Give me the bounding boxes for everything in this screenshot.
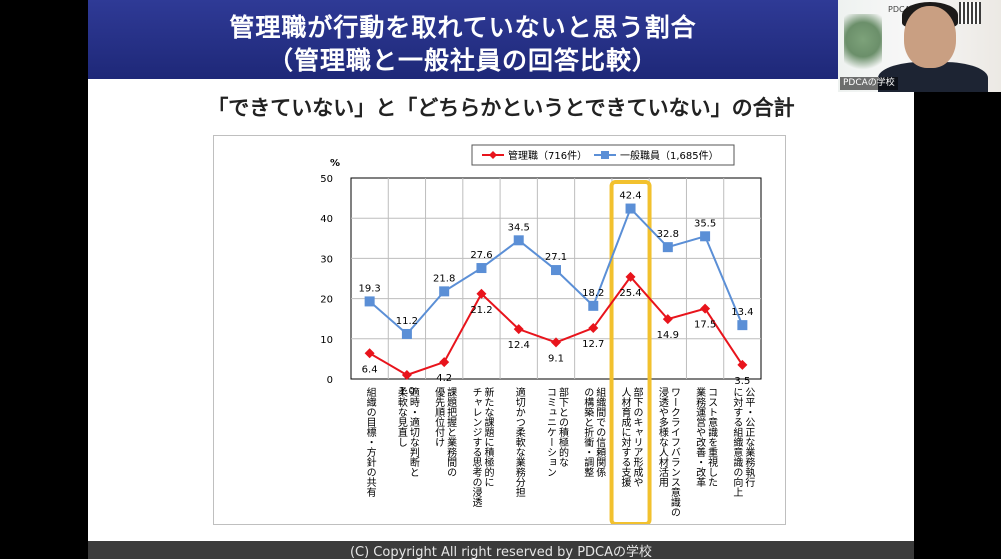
category-label: 適時・適切な判断と bbox=[407, 386, 419, 477]
category-label: 浸透や多様な人材活用 bbox=[656, 387, 668, 488]
data-point bbox=[588, 300, 599, 311]
data-point bbox=[737, 320, 748, 331]
data-label: 17.5 bbox=[694, 320, 716, 331]
plot-area bbox=[350, 177, 762, 380]
data-label: 21.2 bbox=[470, 305, 492, 316]
data-point bbox=[625, 271, 636, 282]
data-label: 34.5 bbox=[508, 222, 530, 233]
category-label: 柔軟な見直し bbox=[395, 387, 407, 447]
data-point bbox=[662, 242, 673, 253]
data-point bbox=[401, 328, 412, 339]
category-label: 組織の目標・方針の共有 bbox=[364, 386, 376, 498]
y-tick-label: 30 bbox=[320, 254, 333, 265]
data-point bbox=[439, 286, 450, 297]
series-employees: 19.3 11.2 21.8 27.6 34.5 27.1 18.2 42.4 32.8 35.5… bbox=[359, 191, 753, 339]
legend: 管理職（716件） 一般職員（1,685件） bbox=[471, 144, 735, 166]
category-label: 部下との積極的な bbox=[557, 386, 569, 467]
category-label: コミュニケーション bbox=[545, 387, 557, 477]
data-label: 3.5 bbox=[734, 376, 750, 387]
category-label: に対する組織意識の向上 bbox=[731, 387, 743, 497]
series-managers: 6.4 1.0 4.2 21.2 12.4 9.1 12.7 25.4 14.9 17.5 3.5 bbox=[362, 271, 750, 397]
slide-subtitle: 「できていない」と「どちらかというとできていない」の合計 bbox=[207, 96, 795, 120]
category-label: 優先順位付け bbox=[433, 386, 445, 447]
title-bar: 管理職が行動を取れていないと思う割合 （管理職と一般社員の回答比較） bbox=[88, 0, 838, 79]
data-label: 9.1 bbox=[548, 353, 564, 364]
data-point bbox=[513, 324, 524, 335]
data-point bbox=[700, 231, 711, 242]
data-point bbox=[364, 296, 375, 307]
data-point bbox=[401, 369, 412, 380]
y-tick-label: 0 bbox=[327, 375, 333, 386]
category-label: 組織間での信頼関係 bbox=[594, 386, 606, 478]
qr-code-icon bbox=[959, 2, 981, 24]
category-label: 適切かつ柔軟な業務分担 bbox=[513, 386, 525, 497]
webcam-overlay: PDCAの学校 PDCAの学校 bbox=[838, 0, 1001, 92]
data-point bbox=[551, 337, 561, 348]
data-label: 18.2 bbox=[582, 288, 604, 299]
data-label: 19.3 bbox=[359, 283, 381, 294]
slide-title: 管理職が行動を取れていないと思う割合 bbox=[229, 13, 697, 42]
line-chart: 0 10 20 30 40 50% 管理職（716件） 一般職員（1,685件） 6.4 1.0 4… bbox=[320, 144, 762, 526]
data-label: 6.4 bbox=[362, 364, 378, 375]
data-point bbox=[662, 314, 673, 325]
data-label: 32.8 bbox=[657, 229, 679, 240]
legend-marker bbox=[601, 151, 609, 159]
data-point bbox=[476, 263, 487, 274]
presenter-face bbox=[904, 6, 956, 68]
category-label: 新たな課題に積極的に bbox=[482, 386, 494, 487]
data-label: 27.1 bbox=[545, 252, 567, 263]
plant-image bbox=[844, 14, 882, 78]
y-tick-label: 40 bbox=[320, 214, 333, 225]
data-label: 4.2 bbox=[436, 373, 452, 384]
data-label: 13.4 bbox=[731, 307, 753, 318]
legend-label: 管理職（716件） bbox=[508, 149, 587, 162]
data-label: 14.9 bbox=[657, 330, 679, 341]
data-point bbox=[737, 359, 748, 370]
category-label: コスト意識を重視した bbox=[706, 387, 718, 487]
data-label: 12.7 bbox=[582, 339, 604, 350]
data-point bbox=[700, 303, 711, 314]
data-point bbox=[439, 357, 450, 368]
category-label: 公平・公正な業務執行 bbox=[743, 387, 755, 488]
data-label: 25.4 bbox=[619, 288, 641, 299]
data-label: 35.5 bbox=[694, 218, 716, 229]
legend-marker bbox=[489, 151, 497, 159]
legend-label: 一般職員（1,685件） bbox=[620, 149, 719, 162]
data-label: 27.6 bbox=[470, 250, 492, 261]
chart-frame: 0 10 20 30 40 50% 管理職（716件） 一般職員（1,685件） 6.4 1.0 4… bbox=[213, 135, 786, 526]
category-label: チャレンジする思考の浸透 bbox=[470, 387, 482, 508]
presenter-name-tag: PDCAの学校 bbox=[840, 77, 898, 90]
data-label: 11.2 bbox=[396, 316, 418, 327]
data-point bbox=[364, 348, 375, 359]
category-label: ワークライフバランス意識の bbox=[668, 387, 680, 517]
y-tick-label: 20 bbox=[320, 295, 333, 306]
data-point bbox=[513, 235, 524, 246]
y-tick-label: 50 bbox=[320, 174, 333, 185]
category-label: の構築と折衝・調整 bbox=[582, 387, 594, 477]
data-point bbox=[588, 322, 599, 333]
data-point bbox=[476, 288, 487, 299]
footer-copyright: (C) Copyright All right reserved by PDCA… bbox=[88, 541, 914, 559]
data-label: 1.0 bbox=[399, 386, 415, 397]
slide: 管理職が行動を取れていないと思う割合 （管理職と一般社員の回答比較） 「できてい… bbox=[88, 0, 914, 559]
data-label: 42.4 bbox=[619, 191, 641, 202]
category-label: 課題把握と業務間の bbox=[445, 386, 457, 477]
category-label: 人材育成に対する支援 bbox=[619, 387, 631, 488]
data-point bbox=[551, 265, 561, 276]
slide-title-sub: （管理職と一般社員の回答比較） bbox=[267, 46, 658, 75]
data-point bbox=[625, 203, 636, 214]
data-label: 12.4 bbox=[508, 340, 530, 351]
y-tick-label: 10 bbox=[320, 335, 333, 346]
y-axis-unit: % bbox=[330, 158, 340, 169]
category-label: 部下のキャリア形成や bbox=[631, 386, 643, 487]
data-label: 21.8 bbox=[433, 273, 455, 284]
category-label: 業務運営や改善・改革 bbox=[694, 386, 706, 487]
